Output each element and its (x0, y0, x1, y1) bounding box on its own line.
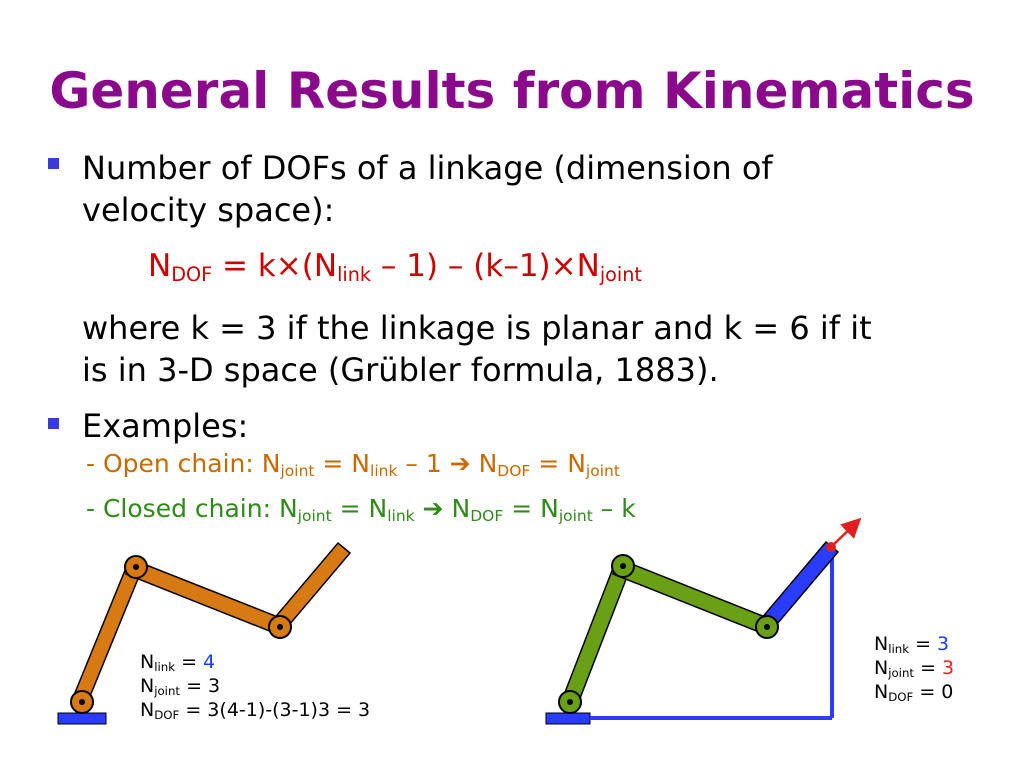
dof-formula: NDOF = k×(Nlink – 1) – (k–1)×Njoint (148, 246, 642, 286)
open-chain-sub-joint2: joint (585, 461, 620, 480)
open-chain-line: - Open chain: Njoint = Nlink – 1 ➔ NDOF … (86, 448, 620, 480)
right-ndof-n: N (874, 681, 889, 703)
left-ndof-value: = 3(4-1)-(3-1)3 = 3 (179, 699, 371, 721)
open-chain-eq1: = N (314, 449, 371, 478)
right-nlink-value: 3 (937, 633, 950, 655)
closed-chain-prefix: - Closed chain: N (86, 494, 298, 523)
left-ndof-sub: DOF (154, 707, 180, 722)
closed-chain-sub-joint2: joint (558, 506, 593, 525)
bullet-marker-1 (48, 158, 59, 169)
closed-chain-n: N (443, 494, 471, 523)
left-info-block: Nlink = 4 Njoint = 3 NDOF = 3(4-1)-(3-1)… (140, 650, 370, 722)
right-njoint-n: N (874, 657, 889, 679)
left-njoint-row: Njoint = 3 (140, 674, 370, 698)
bullet-marker-2 (48, 418, 59, 429)
formula-n2: N (576, 248, 600, 284)
formula-sub-dof: DOF (171, 262, 213, 286)
left-njoint-n: N (140, 675, 155, 697)
closed-chain-end-point (826, 542, 836, 552)
right-njoint-eq: = (914, 657, 943, 679)
open-chain-arrow-icon: ➔ (449, 449, 471, 478)
left-ndof-n: N (140, 699, 155, 721)
open-chain-sub-dof: DOF (497, 461, 531, 480)
right-njoint-row: Njoint = 3 (874, 656, 954, 680)
left-njoint-value: = 3 (180, 675, 221, 697)
right-njoint-sub: joint (888, 665, 915, 680)
bullet1-line2: velocity space): (82, 191, 335, 229)
open-chain-link-1 (71, 562, 143, 707)
closed-chain-eq2: = N (503, 494, 559, 523)
formula-eq: = k (212, 248, 276, 284)
open-chain-prefix: - Open chain: N (86, 449, 281, 478)
bullet2-label: Examples: (82, 407, 249, 445)
formula-sub-link: link (337, 262, 372, 286)
bullet1-where-line1: where k = 3 if the linkage is planar and… (82, 309, 872, 347)
open-chain-base (57, 712, 107, 725)
left-nlink-sub: link (154, 659, 176, 674)
right-nlink-sub: link (888, 641, 910, 656)
left-ndof-row: NDOF = 3(4-1)-(3-1)3 = 3 (140, 698, 370, 722)
formula-n: N (148, 248, 172, 284)
formula-times: × (275, 248, 302, 284)
right-nlink-row: Nlink = 3 (874, 632, 954, 656)
left-nlink-value: 4 (203, 651, 216, 673)
right-njoint-value: 3 (942, 657, 955, 679)
right-ndof-sub: DOF (888, 689, 914, 704)
open-chain-link-2 (125, 558, 284, 635)
closed-chain-link-1 (561, 562, 631, 707)
right-ndof-row: NDOF = 0 (874, 680, 954, 704)
left-nlink-row: Nlink = 4 (140, 650, 370, 674)
formula-minus: – 1) – (k–1) (371, 248, 551, 284)
bullet1-line1: Number of DOFs of a linkage (dimension o… (82, 149, 773, 187)
left-nlink-n: N (140, 651, 155, 673)
closed-chain-arrow-icon: ➔ (422, 494, 444, 523)
closed-chain-link-2 (612, 558, 771, 635)
left-njoint-sub: joint (154, 683, 181, 698)
formula-open: (N (301, 248, 338, 284)
velocity-arrow-icon (830, 517, 862, 548)
open-chain-diagram (57, 541, 352, 725)
left-nlink-eq: = (175, 651, 204, 673)
closed-chain-tail: – k (592, 494, 636, 523)
slide-title: General Results from Kinematics (49, 62, 975, 120)
closed-chain-diagram (545, 517, 862, 725)
closed-chain-line: - Closed chain: Njoint = Nlink ➔ NDOF = … (86, 493, 636, 525)
closed-chain-sub-link: link (387, 506, 415, 525)
open-chain-n: N (470, 449, 498, 478)
formula-sub-joint: joint (599, 262, 642, 286)
closed-chain-sub-joint: joint (297, 506, 332, 525)
open-chain-sub-joint: joint (280, 461, 315, 480)
formula-times-2: × (550, 248, 577, 284)
open-chain-sub-link: link (370, 461, 398, 480)
right-nlink-eq: = (909, 633, 938, 655)
closed-chain-eq1: = N (331, 494, 388, 523)
right-info-block: Nlink = 3 Njoint = 3 NDOF = 0 (874, 632, 954, 704)
open-chain-mid: – 1 (397, 449, 450, 478)
open-chain-eq2: = N (530, 449, 586, 478)
bullet1-where-line2: is in 3-D space (Grübler formula, 1883). (82, 351, 719, 389)
closed-chain-base (545, 712, 591, 725)
closed-chain-sub-dof: DOF (470, 506, 504, 525)
right-nlink-n: N (874, 633, 889, 655)
right-ndof-value: = 0 (913, 681, 954, 703)
